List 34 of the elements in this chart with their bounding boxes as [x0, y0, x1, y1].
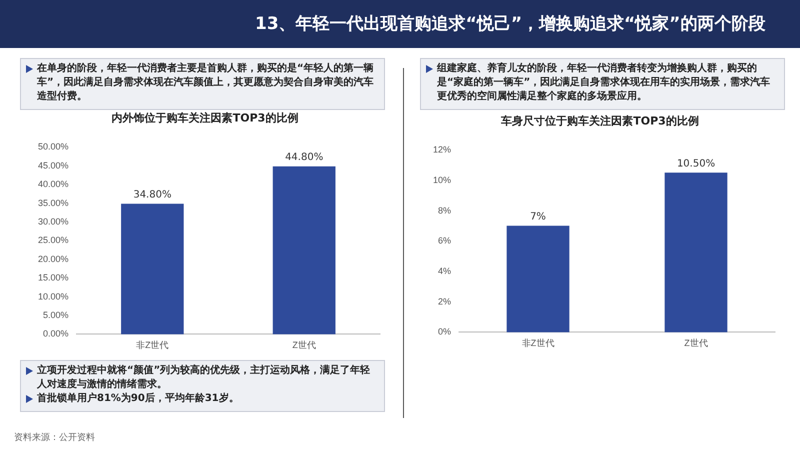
- y-tick-label: 2%: [438, 296, 452, 306]
- x-tick-label: Z世代: [292, 340, 316, 350]
- y-tick-label: 6%: [438, 236, 452, 246]
- x-tick-label: 非Z世代: [522, 338, 554, 348]
- y-tick-label: 15.00%: [38, 272, 69, 283]
- data-label: 7%: [530, 212, 546, 223]
- y-tick-label: 8%: [438, 205, 452, 216]
- x-tick-label: Z世代: [684, 338, 708, 348]
- y-tick-label: 20.00%: [38, 254, 69, 264]
- text: 在单身的阶段，年轻一代消费者主要是首购人群，购买的是“年轻人的第一辆车”，因此满足自身需求体现在汽车颜值上，其更愿意为契合自身审美的汽车造型付费。: [37, 62, 375, 104]
- text: 13、年轻一代出现首购追求“悦己”，增换购追求“悦家”的两个阶段: [0, 0, 800, 48]
- x-tick-label: 非Z世代: [136, 340, 169, 350]
- data-label: 34.80%: [133, 190, 172, 201]
- text: 首批锁单用户81%为90后，平均年龄31岁。: [37, 392, 240, 406]
- y-tick-label: 10%: [433, 175, 452, 186]
- y-tick-label: 25.00%: [38, 235, 69, 246]
- data-label: 44.80%: [285, 152, 324, 164]
- y-tick-label: 35.00%: [38, 198, 69, 208]
- chart-title: 车身尺寸位于购车关注因素TOP3的比例: [500, 114, 699, 128]
- text: 立项开发过程中就将“颜值”列为较高的优先级，主打运动风格，满足了年轻人对速度与激情的情绪需求。: [37, 364, 372, 392]
- y-tick-label: 12%: [433, 144, 452, 155]
- y-tick-label: 10.00%: [38, 291, 69, 302]
- y-tick-label: 5.00%: [42, 310, 69, 320]
- text: 资料来源：公开资料: [14, 432, 95, 444]
- y-tick-label: 0%: [438, 326, 452, 337]
- text: 组建家庭、养育儿女的阶段，年轻一代消费者转变为增换购人群，购买的是“家庭的第一辆车”，因此满足自身需求体现在用车的实用场景，需求汽车更优秀的空间属性满足整个家庭的多场景应用。: [437, 62, 772, 104]
- y-tick-label: 30.00%: [38, 216, 69, 226]
- y-tick-label: 50.00%: [38, 142, 69, 152]
- y-tick-label: 40.00%: [38, 179, 69, 190]
- chart-title: 内外饰位于购车关注因素TOP3的比例: [112, 111, 298, 124]
- data-label: 10.50%: [676, 158, 716, 170]
- y-tick-label: 4%: [438, 266, 452, 276]
- y-tick-label: 45.00%: [38, 160, 69, 170]
- y-tick-label: 0.00%: [42, 328, 69, 339]
